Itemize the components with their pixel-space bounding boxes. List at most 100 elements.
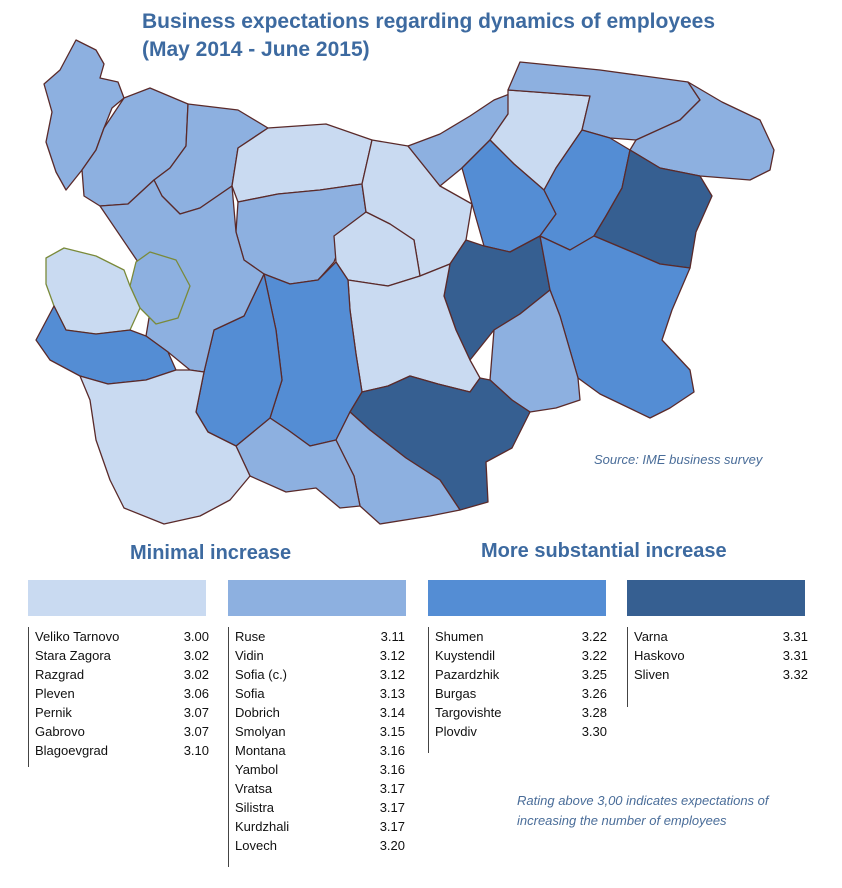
region-name: Kurdzhali	[235, 819, 290, 834]
table-row: Pleven 3.06	[29, 684, 209, 703]
region-value: 3.17	[379, 781, 405, 796]
title-line-2: (May 2014 - June 2015)	[142, 38, 370, 61]
region-value: 3.11	[380, 629, 405, 644]
region-value: 3.31	[782, 629, 808, 644]
region-name: Plovdiv	[435, 724, 477, 739]
table-row: Lovech 3.20	[229, 836, 405, 855]
region-value: 3.30	[581, 724, 607, 739]
region-value: 3.17	[379, 819, 405, 834]
table-row: Blagoevgrad 3.10	[29, 741, 209, 760]
region-name: Razgrad	[35, 667, 85, 682]
region-value: 3.22	[581, 629, 607, 644]
table-row: Burgas 3.26	[429, 684, 607, 703]
source-note: Source: IME business survey	[594, 452, 763, 467]
table-row: Targovishte 3.28	[429, 703, 607, 722]
region-value: 3.00	[183, 629, 209, 644]
region-name: Sliven	[634, 667, 670, 682]
region-name: Smolyan	[235, 724, 286, 739]
region-name: Blagoevgrad	[35, 743, 108, 758]
region-value: 3.32	[782, 667, 808, 682]
region-name: Ruse	[235, 629, 266, 644]
table-row: Pernik 3.07	[29, 703, 209, 722]
table-row: Stara Zagora 3.02	[29, 646, 209, 665]
region-value: 3.26	[581, 686, 607, 701]
region-name: Pazardzhik	[435, 667, 500, 682]
table-row: Vratsa 3.17	[229, 779, 405, 798]
table-row: Vidin 3.12	[229, 646, 405, 665]
legend-swatch-medium	[428, 580, 606, 616]
title-line-1: Business expectations regarding dynamics…	[142, 10, 716, 33]
map-title: Business expectations regarding dynamics…	[142, 8, 715, 64]
legend-swatch-dark	[627, 580, 805, 616]
region-value: 3.10	[183, 743, 209, 758]
group-table-4: Varna 3.31 Haskovo 3.31 Sliven 3.32	[627, 627, 808, 707]
region-name: Varna	[634, 629, 668, 644]
region-name: Lovech	[235, 838, 277, 853]
region-pernik	[45, 247, 141, 335]
region-value: 3.13	[379, 686, 405, 701]
region-value: 3.15	[379, 724, 405, 739]
region-value: 3.20	[379, 838, 405, 853]
table-row: Plovdiv 3.30	[429, 722, 607, 741]
region-value: 3.25	[581, 667, 607, 682]
table-row: Pazardzhik 3.25	[429, 665, 607, 684]
region-name: Yambol	[235, 762, 279, 777]
region-name: Targovishte	[435, 705, 502, 720]
table-row: Varna 3.31	[628, 627, 808, 646]
region-name: Burgas	[435, 686, 477, 701]
region-value: 3.07	[183, 705, 209, 720]
group-table-3: Shumen 3.22 Kuystendil 3.22 Pazardzhik 3.25…	[428, 627, 607, 753]
table-row: Sofia (c.) 3.12	[229, 665, 405, 684]
region-name: Sofia (c.)	[235, 667, 288, 682]
region-name: Vratsa	[235, 781, 273, 796]
region-blagoevgrad	[79, 369, 251, 525]
region-value: 3.16	[379, 762, 405, 777]
table-row: Smolyan 3.15	[229, 722, 405, 741]
legend-swatch-light	[228, 580, 406, 616]
region-name: Stara Zagora	[35, 648, 111, 663]
region-value: 3.07	[183, 724, 209, 739]
region-value: 3.22	[581, 648, 607, 663]
region-value: 3.31	[782, 648, 808, 663]
region-name: Pleven	[35, 686, 75, 701]
legend-swatch-lightest	[28, 580, 206, 616]
region-value: 3.16	[379, 743, 405, 758]
region-name: Sofia	[235, 686, 265, 701]
table-row: Razgrad 3.02	[29, 665, 209, 684]
region-smolyan	[235, 417, 361, 509]
region-name: Shumen	[435, 629, 484, 644]
substantial-increase-heading: More substantial increase	[481, 540, 727, 562]
table-row: Kurdzhali 3.17	[229, 817, 405, 836]
region-name: Pernik	[35, 705, 72, 720]
region-value: 3.28	[581, 705, 607, 720]
region-yambol	[489, 289, 581, 413]
region-value: 3.12	[379, 667, 405, 682]
rating-note-line-1: Rating above 3,00 indicates expectations…	[517, 793, 769, 808]
region-name: Silistra	[235, 800, 275, 815]
table-row: Dobrich 3.14	[229, 703, 405, 722]
group-table-2: Ruse 3.11 Vidin 3.12 Sofia (c.) 3.12 Sofia 3…	[228, 627, 405, 867]
table-row: Gabrovo 3.07	[29, 722, 209, 741]
rating-note: Rating above 3,00 indicates expectations…	[517, 791, 817, 831]
region-name: Kuystendil	[435, 648, 495, 663]
region-name: Gabrovo	[35, 724, 85, 739]
table-row: Ruse 3.11	[229, 627, 405, 646]
region-name: Veliko Tarnovo	[35, 629, 120, 644]
table-row: Veliko Tarnovo 3.00	[29, 627, 209, 646]
table-row: Sliven 3.32	[628, 665, 808, 684]
region-value: 3.02	[183, 667, 209, 682]
rating-note-line-2: increasing the number of employees	[517, 813, 727, 828]
table-row: Shumen 3.22	[429, 627, 607, 646]
region-value: 3.17	[379, 800, 405, 815]
region-value: 3.06	[183, 686, 209, 701]
table-row: Yambol 3.16	[229, 760, 405, 779]
region-value: 3.14	[379, 705, 405, 720]
region-value: 3.12	[379, 648, 405, 663]
region-name: Dobrich	[235, 705, 280, 720]
region-name: Vidin	[235, 648, 264, 663]
table-row: Sofia 3.13	[229, 684, 405, 703]
table-row: Montana 3.16	[229, 741, 405, 760]
table-row: Silistra 3.17	[229, 798, 405, 817]
bulgaria-regions-map	[35, 39, 775, 525]
table-row: Haskovo 3.31	[628, 646, 808, 665]
